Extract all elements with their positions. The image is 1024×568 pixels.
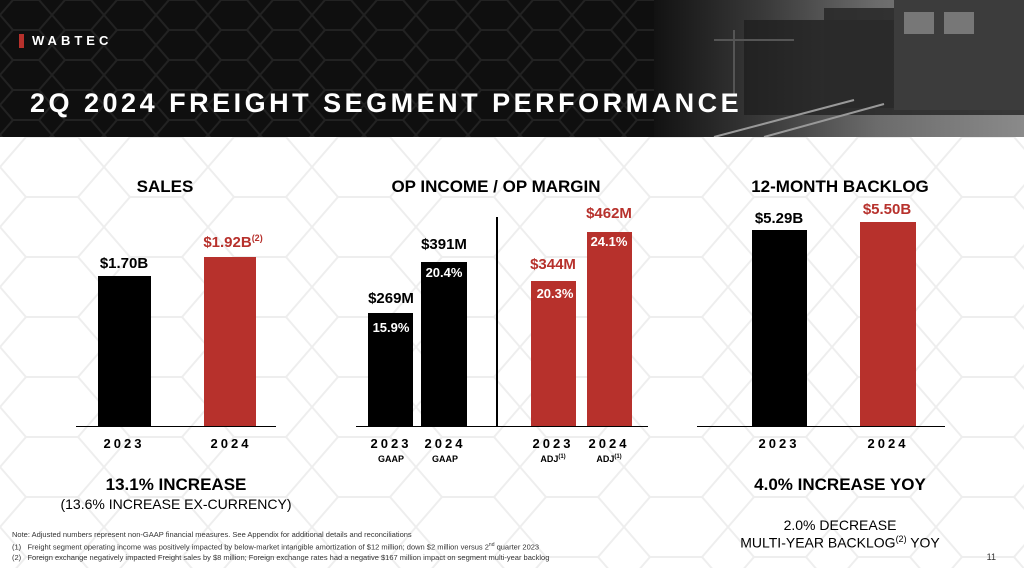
- gaap-adj-divider: [496, 217, 498, 426]
- adj-2023-year: 2023: [532, 436, 574, 451]
- footnote-1: (1) Freight segment operating income was…: [12, 542, 540, 552]
- gaap-2023-value: $269M: [368, 290, 414, 307]
- adj-2023-bar: [531, 281, 576, 426]
- gaap-2024-margin: 20.4%: [425, 265, 463, 280]
- op-income-baseline: [356, 426, 648, 427]
- sales-2023-label: 2023: [103, 436, 145, 451]
- sales-2023-bar: [98, 276, 151, 426]
- backlog-summary: 4.0% INCREASE YOY: [754, 475, 926, 494]
- sales-2024-bar: [204, 257, 256, 426]
- adj-2024-value: $462M: [586, 205, 632, 222]
- backlog-2024-label: 2024: [867, 436, 909, 451]
- footnote-intro: Note: Adjusted numbers represent non-GAA…: [12, 530, 412, 539]
- footnotes: Note: Adjusted numbers represent non-GAA…: [12, 530, 549, 563]
- sales-summary: 13.1% INCREASE: [105, 475, 247, 494]
- backlog-2024-bar: [860, 222, 916, 426]
- adj-2024-year: 2024: [588, 436, 630, 451]
- page-title: 2Q 2024 FREIGHT SEGMENT PERFORMANCE: [30, 88, 743, 118]
- backlog-2023-label: 2023: [758, 436, 800, 451]
- gaap-2023-bar: [368, 313, 413, 426]
- backlog-title: 12-MONTH BACKLOG: [751, 177, 929, 196]
- backlog-2023-value: $5.29B: [754, 210, 804, 227]
- sales-summary-sub: (13.6% INCREASE EX-CURRENCY): [60, 496, 292, 512]
- sales-2023-value: $1.70B: [99, 255, 149, 272]
- adj-2024-margin: 24.1%: [590, 234, 628, 249]
- gaap-2024-bar: [421, 262, 467, 426]
- op-income-title: OP INCOME / OP MARGIN: [391, 177, 601, 196]
- gaap-2024-sublabel: GAAP: [431, 454, 459, 464]
- adj-2024-bar: [587, 232, 632, 426]
- brand-mark: [19, 34, 24, 48]
- gaap-2023-margin: 15.9%: [372, 320, 410, 335]
- adj-2023-sublabel: ADJ(1): [540, 454, 566, 464]
- sales-2024-value: $1.92B(2): [203, 233, 263, 251]
- gaap-2024-value: $391M: [421, 236, 467, 253]
- footnote-2: (2) Foreign exchange negatively impacted…: [12, 552, 550, 562]
- train-illustration: [713, 0, 1024, 137]
- sales-baseline: [76, 426, 276, 427]
- gaap-2023-year: 2023: [370, 436, 412, 451]
- sales-2024-label: 2024: [210, 436, 252, 451]
- brand-logo: WABTEC: [32, 33, 113, 48]
- backlog-sub-line1: 2.0% DECREASE: [783, 517, 897, 533]
- adj-2024-sublabel: ADJ(1): [596, 454, 622, 464]
- header-banner: WABTEC 2Q 2024 FREIGHT SEGMENT PERFORMAN…: [0, 0, 1024, 137]
- backlog-2024-value: $5.50B: [862, 201, 912, 218]
- backlog-2023-bar: [752, 230, 807, 426]
- hexagon-pattern: [0, 0, 660, 137]
- adj-2023-value: $344M: [530, 256, 576, 273]
- backlog-baseline: [697, 426, 945, 427]
- page-number: 11: [986, 552, 996, 562]
- content-hex-background: [0, 137, 1024, 568]
- adj-2023-margin: 20.3%: [536, 286, 574, 301]
- gaap-2023-sublabel: GAAP: [377, 454, 405, 464]
- locomotive-photo: [654, 0, 1024, 137]
- backlog-sub-line2: MULTI-YEAR BACKLOG(2) YOY: [740, 534, 940, 551]
- gaap-2024-year: 2024: [424, 436, 466, 451]
- sales-title: SALES: [136, 177, 194, 196]
